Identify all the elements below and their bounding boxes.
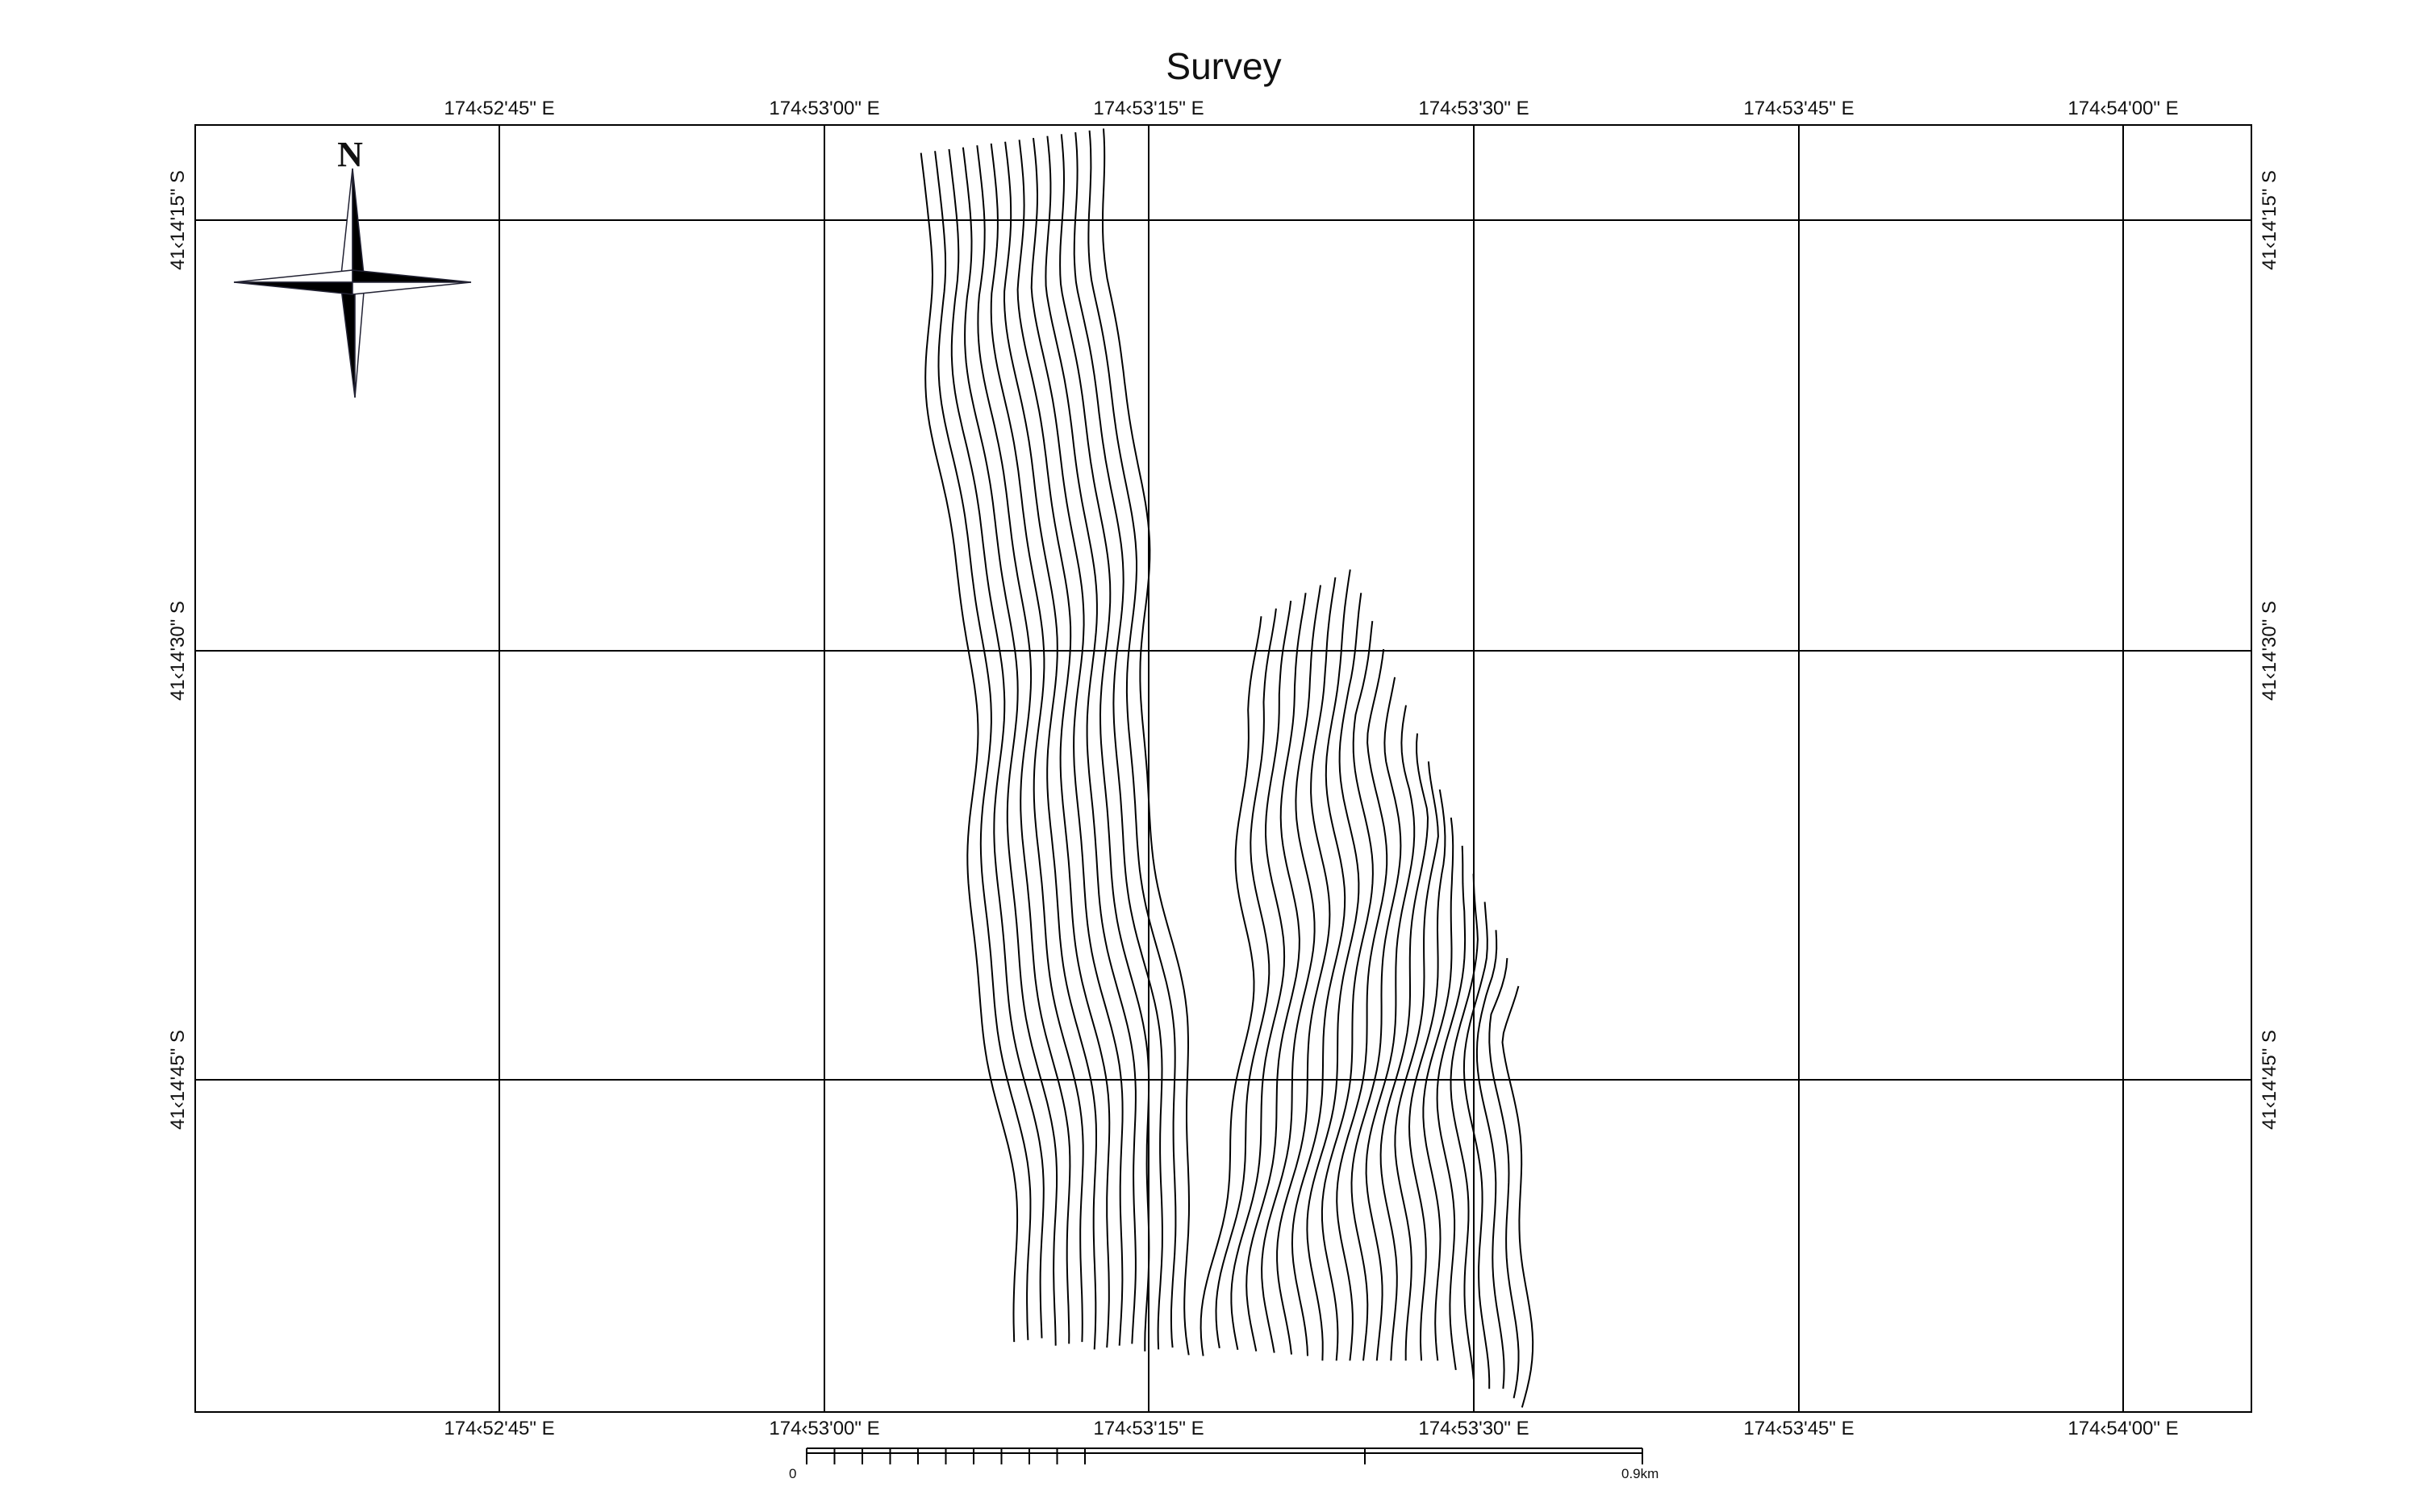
survey-line	[1215, 608, 1277, 1348]
longitude-label: 174‹53'30" E	[1418, 98, 1529, 119]
latitude-label: 41‹14'15" S	[167, 170, 189, 270]
compass-arm	[352, 168, 365, 283]
survey-line	[1016, 140, 1111, 1348]
survey-line	[1462, 902, 1491, 1389]
survey-line	[1501, 985, 1534, 1408]
longitude-label: 174‹52'45" E	[444, 98, 554, 119]
scale-bar: 0 0.9km	[789, 1447, 1659, 1481]
survey-lines	[920, 128, 1534, 1408]
survey-line	[1488, 958, 1520, 1399]
survey-line	[1030, 137, 1124, 1346]
scale-start-label: 0	[789, 1466, 796, 1481]
survey-line	[1073, 132, 1163, 1350]
survey-line	[1475, 930, 1505, 1389]
longitude-label: 174‹54'00" E	[2067, 1418, 2178, 1439]
longitude-label: 174‹53'30" E	[1418, 1418, 1529, 1439]
compass-rose: N	[233, 135, 472, 398]
latitude-label: 41‹14'45" S	[167, 1030, 189, 1130]
survey-line	[1059, 134, 1150, 1352]
map-title: Survey	[1166, 45, 1281, 87]
survey-line	[1200, 616, 1262, 1356]
compass-arm	[233, 269, 353, 283]
survey-line	[1003, 141, 1097, 1350]
compass-arm	[340, 281, 356, 398]
map-frame	[194, 124, 2252, 1413]
survey-line	[990, 143, 1084, 1343]
survey-line	[1101, 128, 1191, 1356]
longitude-label: 174‹52'45" E	[444, 1418, 554, 1439]
survey-line	[1045, 135, 1137, 1344]
survey-line	[1394, 761, 1439, 1361]
survey-line	[1245, 593, 1307, 1352]
survey-line	[976, 145, 1071, 1344]
compass-arm	[233, 281, 353, 295]
longitude-label: 174‹53'45" E	[1743, 98, 1854, 119]
latitude-label: 41‹14'30" S	[167, 601, 189, 701]
survey-line	[1230, 600, 1292, 1350]
compass-arm	[340, 168, 353, 283]
compass-arm	[352, 281, 472, 295]
survey-line	[934, 151, 1032, 1340]
longitude-label: 174‹54'00" E	[2067, 98, 2178, 119]
longitude-label: 174‹53'45" E	[1743, 1418, 1854, 1439]
survey-line	[1422, 817, 1454, 1361]
survey-line	[1408, 789, 1446, 1361]
survey-line	[1436, 845, 1467, 1371]
graticule: 174‹52'45" E 174‹52'45" E 174‹53'00" E 174‹…	[167, 98, 2280, 1439]
survey-line	[1276, 577, 1337, 1355]
survey-line	[1336, 648, 1388, 1361]
survey-line	[1379, 733, 1429, 1361]
survey-line	[1261, 585, 1321, 1353]
survey-line	[1450, 873, 1479, 1380]
survey-line	[1350, 677, 1402, 1361]
survey-line	[948, 148, 1045, 1339]
longitude-label: 174‹53'00" E	[769, 1418, 879, 1439]
latitude-label: 41‹14'45" S	[2259, 1030, 2280, 1130]
compass-arm	[352, 269, 472, 283]
longitude-label: 174‹53'15" E	[1093, 1418, 1204, 1439]
survey-line	[1321, 620, 1374, 1361]
latitude-label: 41‹14'30" S	[2259, 601, 2280, 701]
scale-end-label: 0.9km	[1621, 1466, 1659, 1481]
survey-line	[1306, 593, 1362, 1361]
longitude-label: 174‹53'15" E	[1093, 98, 1204, 119]
survey-line	[962, 147, 1058, 1346]
longitude-label: 174‹53'00" E	[769, 98, 879, 119]
survey-line	[920, 152, 1019, 1343]
latitude-label: 41‹14'15" S	[2259, 170, 2280, 270]
survey-line	[1087, 130, 1177, 1348]
north-label: N	[337, 135, 363, 174]
survey-line	[1291, 569, 1351, 1356]
survey-line	[1365, 705, 1416, 1361]
compass-arm	[354, 281, 365, 398]
